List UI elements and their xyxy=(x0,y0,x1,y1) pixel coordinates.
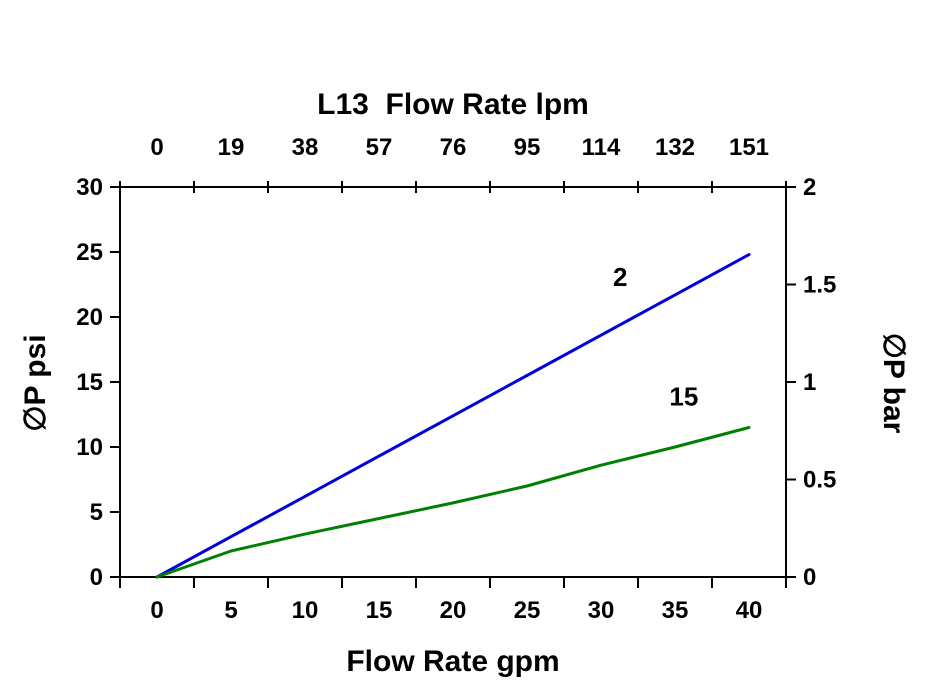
right-axis-tick-label: 0.5 xyxy=(803,467,836,494)
top-axis-tick-label: 0 xyxy=(150,134,163,161)
bottom-axis-tick-label: 35 xyxy=(662,597,689,624)
left-axis-tick-label: 5 xyxy=(90,499,103,526)
series-line-15 xyxy=(155,426,751,579)
series-label-15: 15 xyxy=(669,381,698,411)
top-axis-tick-label: 57 xyxy=(366,134,393,161)
top-axis-title: L13 Flow Rate lpm xyxy=(317,88,589,121)
bottom-axis-tick-label: 10 xyxy=(292,597,319,624)
bottom-axis-tick-label: 5 xyxy=(224,597,237,624)
left-axis-tick-label: 15 xyxy=(76,369,103,396)
left-axis-tick-label: 10 xyxy=(76,434,103,461)
bottom-axis-tick-label: 20 xyxy=(440,597,467,624)
series-line-2 xyxy=(155,253,751,579)
bottom-axis-tick-label: 0 xyxy=(150,597,163,624)
right-axis-tick-label: 1.5 xyxy=(803,272,836,299)
right-axis-tick-label: 1 xyxy=(803,369,816,396)
bottom-axis-tick-label: 15 xyxy=(366,597,393,624)
top-axis-tick-label: 132 xyxy=(655,134,695,161)
bottom-axis-tick-label: 40 xyxy=(736,597,763,624)
top-axis-tick-label: 76 xyxy=(440,134,467,161)
left-axis-tick-label: 30 xyxy=(76,174,103,201)
series-label-2: 2 xyxy=(613,262,627,292)
left-axis-tick-label: 20 xyxy=(76,304,103,331)
top-axis-tick-label: 151 xyxy=(729,134,769,161)
right-axis-tick-label: 2 xyxy=(803,174,816,201)
left-axis-tick-label: 0 xyxy=(90,564,103,591)
top-axis-tick-label: 95 xyxy=(514,134,541,161)
top-axis-tick-label: 114 xyxy=(582,134,621,161)
bottom-axis-title: Flow Rate gpm xyxy=(346,645,560,678)
top-axis-tick-label: 38 xyxy=(292,134,319,161)
bottom-axis-tick-label: 25 xyxy=(514,597,541,624)
left-axis-tick-label: 25 xyxy=(76,239,103,266)
bottom-axis-tick-label: 30 xyxy=(588,597,615,624)
right-axis-tick-label: 0 xyxy=(803,564,816,591)
top-axis-tick-label: 19 xyxy=(218,134,245,161)
